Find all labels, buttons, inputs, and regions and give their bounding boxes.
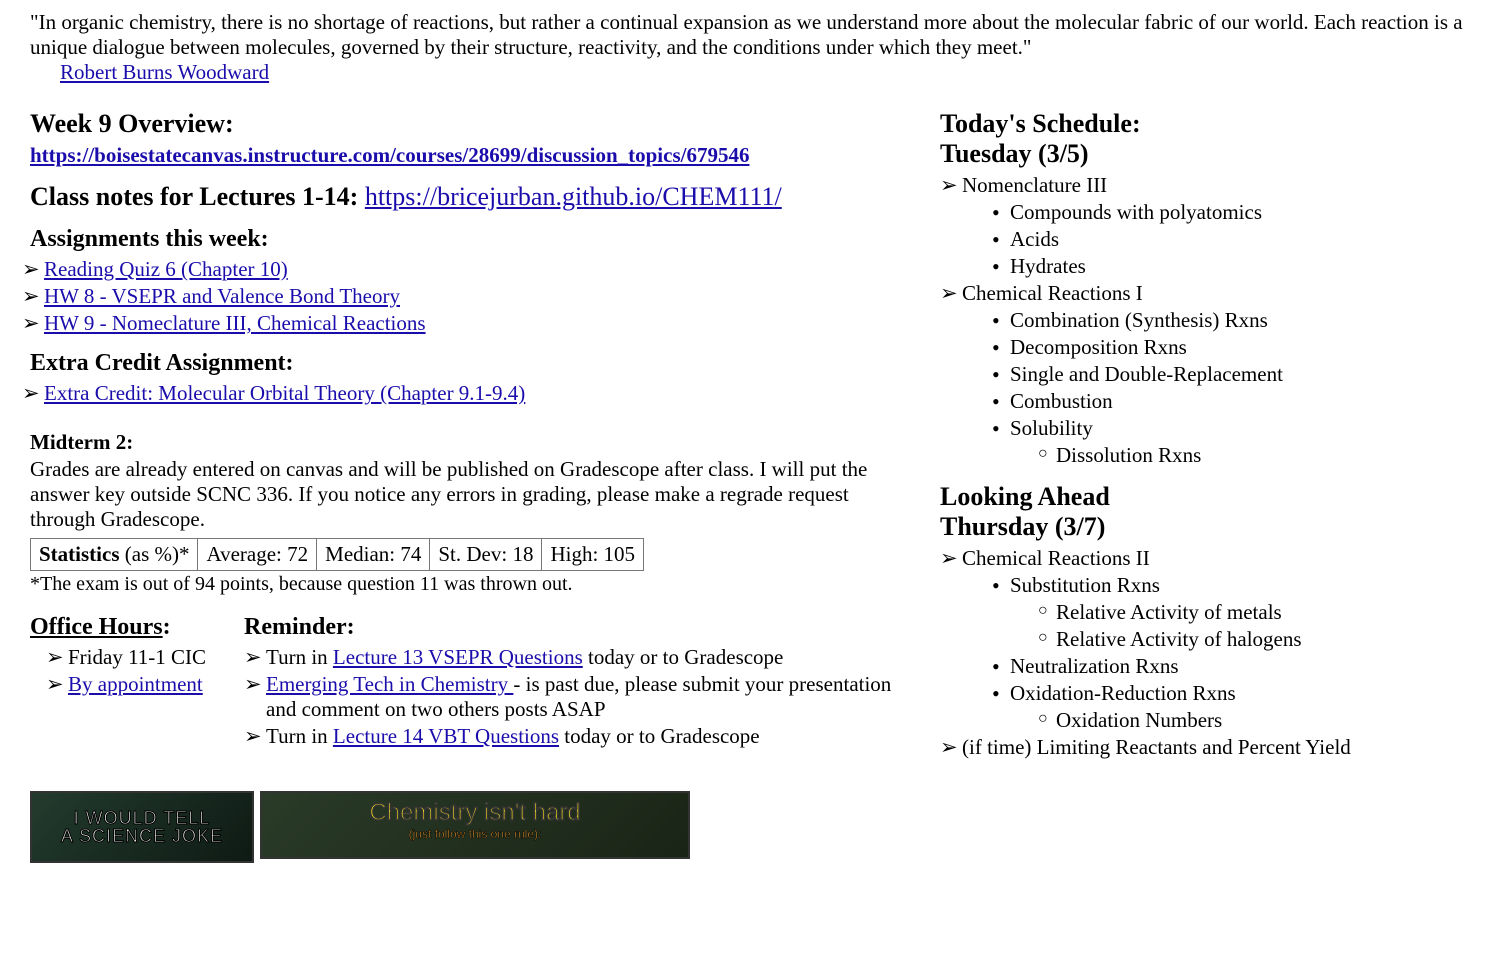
assignment-link-3[interactable]: HW 9 - Nomeclature III, Chemical Reactio… bbox=[44, 311, 426, 335]
meme1-line2: A SCIENCE JOKE bbox=[61, 827, 223, 845]
schedule-t1-sub2: Acids bbox=[992, 227, 1477, 252]
reminder-item-3: Turn in Lecture 14 VBT Questions today o… bbox=[244, 724, 900, 749]
schedule-heading: Today's Schedule: bbox=[940, 109, 1477, 139]
assignment-link-2[interactable]: HW 8 - VSEPR and Valence Bond Theory bbox=[44, 284, 400, 308]
assignment-link-1[interactable]: Reading Quiz 6 (Chapter 10) bbox=[44, 257, 288, 281]
schedule-topic-2: Chemical Reactions I Combination (Synthe… bbox=[940, 281, 1477, 468]
la-sub1-label: Substitution Rxns bbox=[1010, 573, 1160, 597]
stats-table: Statistics (as %)* Average: 72 Median: 7… bbox=[30, 538, 644, 571]
office-hours-item-1: Friday 11-1 CIC bbox=[46, 645, 220, 670]
reminder-1-pre: Turn in bbox=[266, 645, 333, 669]
schedule-t2-sub5-label: Solubility bbox=[1010, 416, 1093, 440]
reminder-col: Reminder: Turn in Lecture 13 VSEPR Quest… bbox=[244, 614, 900, 751]
reminder-item-1: Turn in Lecture 13 VSEPR Questions today… bbox=[244, 645, 900, 670]
looking-ahead-day: Thursday (3/7) bbox=[940, 512, 1477, 542]
la-sub3-label: Oxidation-Reduction Rxns bbox=[1010, 681, 1236, 705]
reminder-3-post: today or to Gradescope bbox=[559, 724, 760, 748]
midterm-heading: Midterm 2: bbox=[30, 430, 900, 455]
stats-label-bold: Statistics bbox=[39, 542, 120, 566]
schedule-t2-sub3: Single and Double-Replacement bbox=[992, 362, 1477, 387]
office-hours-heading: Office Hours: bbox=[30, 614, 220, 641]
week-overview-link[interactable]: https://boisestatecanvas.instructure.com… bbox=[30, 143, 749, 167]
schedule-t1-sub3: Hydrates bbox=[992, 254, 1477, 279]
meme-chemistry-hard: Chemistry isn't hard (just follow this o… bbox=[260, 791, 690, 859]
stats-stdev: St. Dev: 18 bbox=[430, 539, 542, 571]
la-sub3: Oxidation-Reduction Rxns Oxidation Numbe… bbox=[992, 681, 1477, 733]
la-topic1-label: Chemical Reactions II bbox=[962, 546, 1150, 570]
looking-ahead-list: Chemical Reactions II Substitution Rxns … bbox=[940, 546, 1477, 760]
reminder-heading: Reminder: bbox=[244, 614, 900, 641]
extra-credit-link[interactable]: Extra Credit: Molecular Orbital Theory (… bbox=[44, 381, 525, 405]
schedule-topic1-label: Nomenclature III bbox=[962, 173, 1107, 197]
week-overview-heading: Week 9 Overview: bbox=[30, 109, 900, 139]
looking-ahead-heading: Looking Ahead bbox=[940, 482, 1477, 512]
stats-footnote: *The exam is out of 94 points, because q… bbox=[30, 573, 900, 596]
la-sub2: Neutralization Rxns bbox=[992, 654, 1477, 679]
reminder-item-2: Emerging Tech in Chemistry - is past due… bbox=[244, 672, 900, 722]
stats-median: Median: 74 bbox=[317, 539, 430, 571]
office-hours-appointment-link[interactable]: By appointment bbox=[68, 672, 203, 696]
class-notes-heading: Class notes for Lectures 1-14: https://b… bbox=[30, 182, 900, 212]
schedule-t2-sub4: Combustion bbox=[992, 389, 1477, 414]
stats-label-cell: Statistics (as %)* bbox=[31, 539, 198, 571]
schedule-t2-sub2: Decomposition Rxns bbox=[992, 335, 1477, 360]
class-notes-link[interactable]: https://bricejurban.github.io/CHEM111/ bbox=[365, 182, 782, 211]
reminder-1-post: today or to Gradescope bbox=[583, 645, 784, 669]
quote-block: "In organic chemistry, there is no short… bbox=[30, 10, 1477, 85]
stats-high: High: 105 bbox=[542, 539, 644, 571]
office-hours-heading-text: Office Hours bbox=[30, 614, 163, 640]
quote-text: "In organic chemistry, there is no short… bbox=[30, 10, 1463, 59]
office-hours-col: Office Hours: Friday 11-1 CIC By appoint… bbox=[30, 614, 220, 751]
meme-science-joke: I WOULD TELL A SCIENCE JOKE bbox=[30, 791, 254, 863]
schedule-t1-sub1: Compounds with polyatomics bbox=[992, 200, 1477, 225]
schedule-t2-sub5: Solubility Dissolution Rxns bbox=[992, 416, 1477, 468]
la-topic-2: (if time) Limiting Reactants and Percent… bbox=[940, 735, 1477, 760]
meme1-line1: I WOULD TELL bbox=[74, 809, 211, 827]
reminder-2-link[interactable]: Emerging Tech in Chemistry bbox=[266, 672, 513, 696]
schedule-topic2-label: Chemical Reactions I bbox=[962, 281, 1143, 305]
stats-avg: Average: 72 bbox=[198, 539, 317, 571]
meme2-title: Chemistry isn't hard bbox=[369, 799, 580, 827]
quote-author-link[interactable]: Robert Burns Woodward bbox=[60, 60, 269, 84]
reminder-3-pre: Turn in bbox=[266, 724, 333, 748]
extra-credit-list: Extra Credit: Molecular Orbital Theory (… bbox=[22, 381, 900, 406]
schedule-t2-subsub: Dissolution Rxns bbox=[1038, 443, 1477, 468]
la-sub1-s2: Relative Activity of halogens bbox=[1038, 627, 1477, 652]
reminder-1-link[interactable]: Lecture 13 VSEPR Questions bbox=[333, 645, 583, 669]
reminder-list: Turn in Lecture 13 VSEPR Questions today… bbox=[244, 645, 900, 749]
midterm-body: Grades are already entered on canvas and… bbox=[30, 457, 900, 532]
schedule-list: Nomenclature III Compounds with polyatom… bbox=[940, 173, 1477, 468]
schedule-t2-sub1: Combination (Synthesis) Rxns bbox=[992, 308, 1477, 333]
meme2-sub: (just follow this one rule): bbox=[409, 827, 542, 841]
assignments-heading: Assignments this week: bbox=[30, 226, 900, 253]
schedule-day: Tuesday (3/5) bbox=[940, 139, 1477, 169]
stats-label-paren: (as %)* bbox=[120, 542, 190, 566]
la-sub3-s1: Oxidation Numbers bbox=[1038, 708, 1477, 733]
reminder-3-link[interactable]: Lecture 14 VBT Questions bbox=[333, 724, 559, 748]
class-notes-prefix: Class notes for Lectures 1-14: bbox=[30, 182, 365, 211]
right-column: Today's Schedule: Tuesday (3/5) Nomencla… bbox=[940, 95, 1477, 863]
assignments-list: Reading Quiz 6 (Chapter 10) HW 8 - VSEPR… bbox=[22, 257, 900, 336]
left-column: Week 9 Overview: https://boisestatecanva… bbox=[30, 95, 900, 863]
office-hours-list: Friday 11-1 CIC By appointment bbox=[46, 645, 220, 697]
la-sub1: Substitution Rxns Relative Activity of m… bbox=[992, 573, 1477, 652]
la-topic-1: Chemical Reactions II Substitution Rxns … bbox=[940, 546, 1477, 733]
meme-row: I WOULD TELL A SCIENCE JOKE Chemistry is… bbox=[30, 791, 900, 863]
extra-credit-heading: Extra Credit Assignment: bbox=[30, 350, 900, 377]
la-sub1-s1: Relative Activity of metals bbox=[1038, 600, 1477, 625]
schedule-topic-1: Nomenclature III Compounds with polyatom… bbox=[940, 173, 1477, 279]
office-hours-colon: : bbox=[163, 614, 171, 640]
